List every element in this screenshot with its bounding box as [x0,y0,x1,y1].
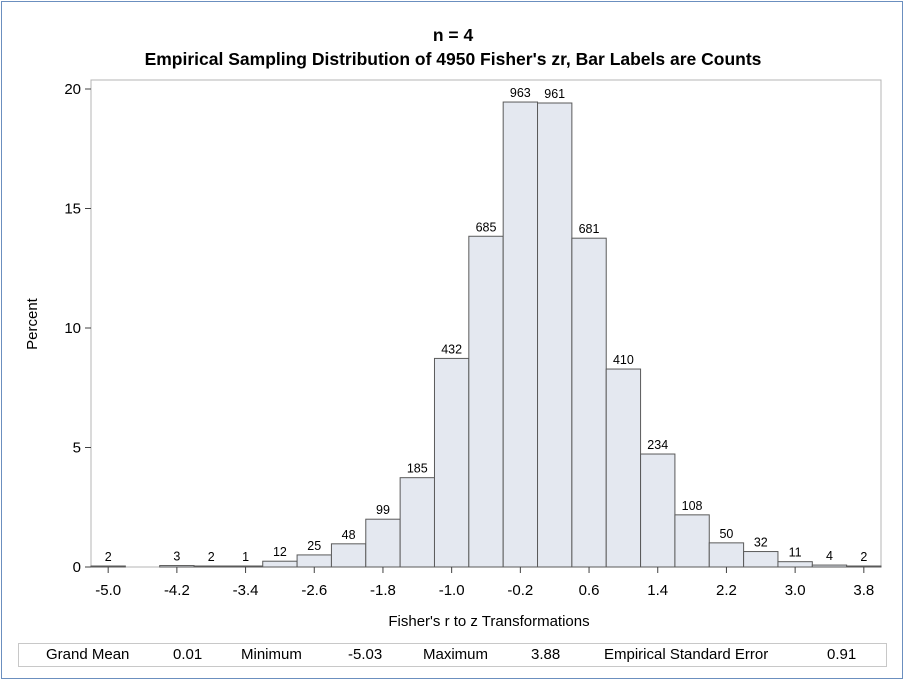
x-tick-label: 0.6 [579,582,600,599]
bar-count-label: 1 [242,550,249,564]
histogram-bar [330,543,367,568]
y-tick-label: 0 [73,559,81,576]
histogram-bar [708,542,745,568]
histogram-bar [468,235,504,568]
histogram-bar [296,554,332,568]
x-tick-label: 3.0 [785,582,806,599]
bar-count-label: 410 [613,353,634,367]
bar-count-label: 685 [476,220,497,234]
bars-group [90,101,882,568]
histogram-bar [811,564,848,568]
histogram-bar [605,368,642,568]
x-tick-label: 3.8 [853,582,874,599]
bar-count-label: 11 [789,546,802,560]
y-axis: 0 5 10 15 20 [64,81,91,576]
bar-count-label: 50 [719,527,733,541]
histogram-bar [502,101,539,568]
y-tick-label: 15 [64,201,81,218]
bar-count-label: 108 [682,499,703,513]
bar-count-label: 234 [647,438,668,452]
maximum-value: 3.88 [531,646,561,663]
x-tick-label: -3.4 [233,582,259,599]
bar-count-label: 963 [510,86,531,100]
y-tick-label: 20 [64,81,81,98]
histogram-bar [777,561,813,568]
histogram-bar [159,565,195,568]
bar-count-label: 32 [754,536,768,550]
std-error-value: 0.91 [827,646,857,663]
minimum-label: Minimum [241,646,302,663]
bar-count-label: 25 [307,539,321,553]
bar-count-label: 3 [173,550,180,564]
histogram-bar [227,565,264,568]
x-tick-label: -1.0 [439,582,465,599]
histogram-bar [743,551,779,568]
bar-count-label: 99 [376,503,390,517]
y-tick-label: 5 [73,440,81,457]
bar-count-label: 2 [208,550,215,564]
histogram-bar [399,477,435,568]
grand-mean-label: Grand Mean [46,646,130,663]
x-axis: -5.0 -4.2 -3.4 -2.6 -1.8 -1.0 -0.2 0.6 1.4 2.2 3.0… [95,567,874,599]
histogram-bar [90,565,126,568]
bar-count-label: 961 [544,87,565,101]
x-tick-label: -0.2 [507,582,533,599]
x-tick-label: -1.8 [370,582,396,599]
minimum-value: -5.03 [348,646,383,663]
grand-mean-value: 0.01 [173,646,203,663]
bar-count-label: 12 [273,545,287,559]
std-error-label: Empirical Standard Error [604,646,769,663]
x-axis-label: Fisher's r to z Transformations [388,613,589,630]
histogram-bar [571,237,607,568]
bar-count-label: 2 [105,550,112,564]
histogram-bar [674,514,710,568]
bar-count-label: 681 [579,222,600,236]
bar-count-label: 48 [342,528,356,542]
x-tick-label: -4.2 [164,582,190,599]
bar-count-label: 185 [407,462,428,476]
histogram-bar [193,565,229,568]
x-tick-label: 2.2 [716,582,737,599]
x-tick-label: -5.0 [95,582,121,599]
histogram-bar [846,565,882,568]
maximum-label: Maximum [423,646,489,663]
histogram-bar [537,102,573,568]
histogram-bar [365,518,401,568]
bar-count-label: 2 [860,550,867,564]
histogram-bar [433,357,470,568]
chart-title: n = 4 [432,25,474,45]
bar-count-label: 4 [826,549,833,563]
x-tick-label: 1.4 [647,582,668,599]
bar-count-label: 432 [441,342,462,356]
y-tick-label: 10 [64,320,81,337]
y-axis-label: Percent [24,297,41,350]
stats-table: Grand Mean 0.01 Minimum -5.03 Maximum 3.… [18,643,887,667]
x-tick-label: -2.6 [301,582,327,599]
chart-subtitle: Empirical Sampling Distribution of 4950 … [144,49,762,69]
histogram-bar [262,560,298,568]
histogram-bar [640,453,676,568]
